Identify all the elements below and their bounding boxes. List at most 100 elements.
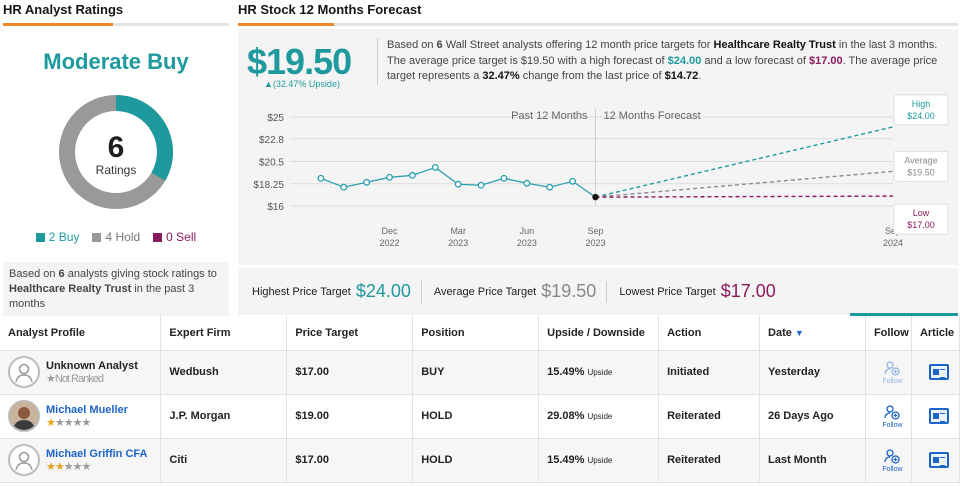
forecast-high-label: High xyxy=(912,99,931,109)
targets-divider xyxy=(606,280,608,303)
avatar-placeholder-icon xyxy=(8,356,40,388)
forecast-low-label: Low xyxy=(913,208,930,218)
follow-label: Follow xyxy=(882,421,903,429)
targets-divider xyxy=(420,280,422,303)
header-follow: Follow xyxy=(865,316,912,351)
header-action[interactable]: Action xyxy=(658,316,761,351)
desc-text: Wall Street analysts offering 12 month p… xyxy=(442,39,714,51)
header-article: Article xyxy=(911,316,960,351)
follow-cell: Follow xyxy=(865,350,912,395)
header-expert-firm[interactable]: Expert Firm xyxy=(160,316,288,351)
last-price-point xyxy=(592,193,599,201)
x-tick-label: Dec xyxy=(382,226,399,236)
x-tick-label: Jun xyxy=(520,226,535,236)
legend-buy: 2 Buy xyxy=(35,230,79,244)
note-text: Based on xyxy=(9,268,59,280)
header-upside-downside[interactable]: Upside / Downside xyxy=(538,316,660,351)
lowest-target-value: $17.00 xyxy=(720,281,776,301)
x-tick-label: Mar xyxy=(450,226,466,236)
star-icon: ★ xyxy=(46,372,56,385)
header-price-target[interactable]: Price Target xyxy=(286,316,414,351)
analyst-info: Unknown Analyst ★Not Ranked xyxy=(8,356,160,388)
price-history-point xyxy=(317,174,325,182)
price-history-point xyxy=(569,177,577,185)
price-history-point xyxy=(408,171,416,179)
price-history-point xyxy=(363,178,371,186)
forecast-high-line xyxy=(595,126,894,198)
follow-button[interactable]: Follow xyxy=(874,448,911,473)
article-icon[interactable] xyxy=(929,364,950,380)
follow-icon xyxy=(884,404,901,422)
desc-low: $17.00 xyxy=(808,54,843,67)
follow-label: Follow xyxy=(882,377,903,385)
sort-desc-icon[interactable]: ▼ xyxy=(794,327,804,338)
upside-value: 15.49% xyxy=(547,454,585,466)
note-text: in the past 3 months xyxy=(9,283,195,310)
x-tick-label: Sep xyxy=(587,226,603,236)
analyst-info: Michael Griffin CFA ★★★★★ xyxy=(8,444,160,476)
x-tick-year: 2022 xyxy=(380,238,400,248)
x-tick-year: 2024 xyxy=(883,238,903,248)
desc-analyst-count: 6 xyxy=(436,39,443,51)
analyst-info: Michael Mueller ★★★★★ xyxy=(8,400,160,432)
forecast-low-badge xyxy=(893,203,949,235)
average-price-target: $19.50 xyxy=(247,41,352,82)
action-cell: Initiated xyxy=(658,350,761,395)
hold-swatch xyxy=(92,232,102,242)
upside-cell: 15.49% Upside xyxy=(538,438,660,483)
expert-firm-cell: Citi xyxy=(160,438,288,483)
price-history-point xyxy=(546,183,554,191)
x-tick-year: 2023 xyxy=(448,238,468,248)
position-cell: HOLD xyxy=(412,438,540,483)
desc-high: $24.00 xyxy=(667,54,702,67)
upside-value: 29.08% xyxy=(547,410,585,422)
header-analyst-profile[interactable]: Analyst Profile xyxy=(0,316,162,351)
legend-hold: 4 Hold xyxy=(92,230,140,244)
forecast-title-underline xyxy=(238,23,334,26)
table-row[interactable]: Unknown Analyst ★Not Ranked Wedbush $17.… xyxy=(0,350,960,395)
date-cell: 26 Days Ago xyxy=(759,394,866,439)
x-tick-year: 2023 xyxy=(585,238,605,248)
desc-text: Based on xyxy=(387,39,437,51)
expert-firm-cell: Wedbush xyxy=(160,350,288,395)
lowest-price-target: Lowest Price Target $17.00 xyxy=(619,281,785,302)
highest-target-value: $24.00 xyxy=(355,281,411,301)
desc-text: and a low forecast of xyxy=(701,54,809,67)
average-price-target-item: Average Price Target $19.50 xyxy=(434,281,606,302)
desc-last-price: $14.72 xyxy=(664,70,699,82)
article-icon[interactable] xyxy=(929,452,950,468)
article-cell xyxy=(911,394,960,439)
analyst-name-link[interactable]: Michael Griffin CFA xyxy=(46,447,148,460)
ratings-title-underline xyxy=(3,23,113,26)
ratings-legend: 2 Buy 4 Hold 0 Sell xyxy=(3,230,229,244)
note-text: analysts giving stock ratings to xyxy=(64,268,217,280)
analyst-ratings-title: HR Analyst Ratings xyxy=(3,2,124,17)
table-header-row: Analyst Profile Expert Firm Price Target… xyxy=(0,316,960,351)
consensus-rating: Moderate Buy xyxy=(43,49,189,74)
x-tick-year: 2023 xyxy=(517,238,537,248)
header-date[interactable]: Date ▼ xyxy=(759,316,866,351)
follow-cell: Follow xyxy=(865,438,912,483)
note-analyst-count: 6 xyxy=(58,268,65,280)
follow-button[interactable]: Follow xyxy=(874,360,911,385)
forecast-average-value: $19.50 xyxy=(907,167,935,177)
follow-button[interactable]: Follow xyxy=(874,404,911,429)
upside-cell: 15.49% Upside xyxy=(538,350,660,395)
forecast-low-line xyxy=(595,195,894,198)
strip-accent xyxy=(850,313,958,316)
article-icon[interactable] xyxy=(929,408,950,424)
table-row[interactable]: Michael Mueller ★★★★★ J.P. Morgan $19.00… xyxy=(0,394,960,439)
analyst-star-rating: ★★★★★ xyxy=(46,416,91,429)
average-target-label: Average Price Target xyxy=(433,285,537,298)
desc-text: . The average price target represents a xyxy=(387,54,938,83)
table-row[interactable]: Michael Griffin CFA ★★★★★ Citi $17.00 HO… xyxy=(0,438,960,483)
analyst-photo-avatar[interactable] xyxy=(8,400,40,432)
header-position[interactable]: Position xyxy=(412,316,540,351)
donut-buy-segment xyxy=(59,95,173,209)
forecast-card: $19.50 ▲(32.47% Upside) Based on 6 Wall … xyxy=(238,29,958,265)
analyst-name-link[interactable]: Michael Mueller xyxy=(46,403,128,416)
position-cell: BUY xyxy=(412,350,540,395)
chart-legend-forecast: 12 Months Forecast xyxy=(604,110,701,122)
price-target-cell: $17.00 xyxy=(286,350,414,395)
analyst-table: Analyst Profile Expert Firm Price Target… xyxy=(0,316,960,483)
